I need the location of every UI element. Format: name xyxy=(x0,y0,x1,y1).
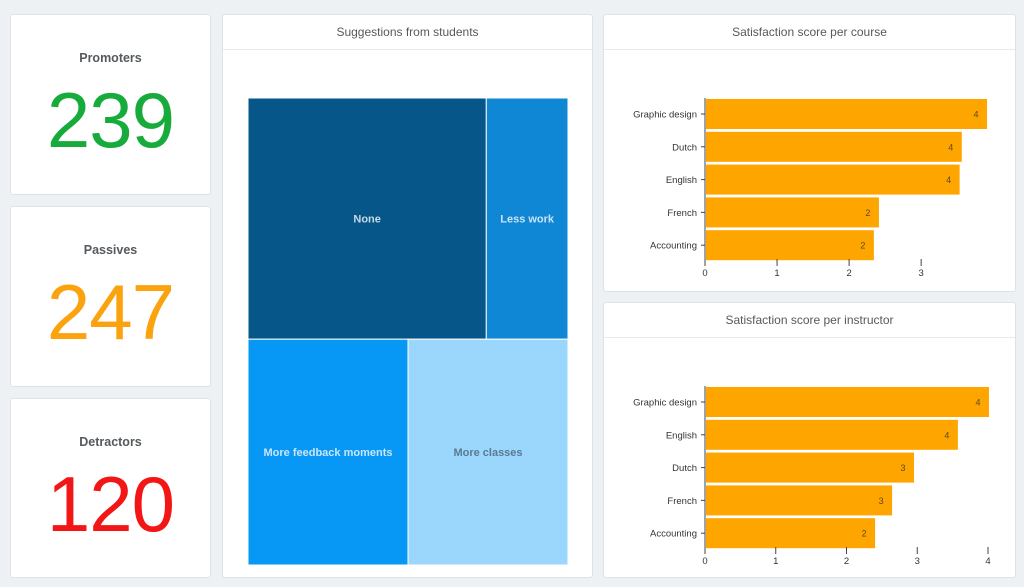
treemap-rect xyxy=(485,97,569,340)
course-bar-chart: Graphic design 4 Dutch 4 English 4 French 2 Acco… xyxy=(633,98,987,279)
bar-accounting[interactable] xyxy=(706,230,874,261)
bar-dutch[interactable] xyxy=(706,131,962,162)
x-tick-label: 2 xyxy=(846,268,851,279)
suggestions-card: Suggestions from students None Less work M… xyxy=(222,14,593,578)
treemap-rect xyxy=(407,338,569,566)
y-tick-label: French xyxy=(667,496,697,507)
instructor-score-card: Satisfaction score per instructor Graphi… xyxy=(603,302,1016,578)
y-tick-label: Graphic design xyxy=(633,110,697,121)
kpi-value: 239 xyxy=(46,76,175,164)
bar-data-label: 4 xyxy=(973,110,978,120)
treemap-label: None xyxy=(353,214,381,226)
bar-english[interactable] xyxy=(706,164,960,195)
instructor-bar-chart: Graphic design 4 English 4 Dutch 3 French 3 Acco… xyxy=(633,386,991,567)
bar-data-label: 4 xyxy=(948,142,953,152)
x-tick-label: 3 xyxy=(915,556,920,567)
bar-data-label: 4 xyxy=(975,398,980,408)
bar-french[interactable] xyxy=(706,485,893,516)
y-tick-label: French xyxy=(667,208,697,219)
y-tick-label: Accounting xyxy=(650,529,697,540)
bar-data-label: 2 xyxy=(862,529,867,539)
x-tick-label: 1 xyxy=(774,268,779,279)
x-tick-label: 3 xyxy=(919,268,924,279)
x-tick-label: 0 xyxy=(702,556,707,567)
kpi-label: Passives xyxy=(83,243,138,257)
treemap-rect xyxy=(247,97,487,340)
treemap-cell-none[interactable]: None xyxy=(247,97,487,340)
y-tick-label: Graphic design xyxy=(633,398,697,409)
bar-graphic-design[interactable] xyxy=(706,387,989,417)
bar-data-label: 4 xyxy=(946,175,951,185)
bar-data-label: 4 xyxy=(944,430,949,440)
kpi-card-passives: Passives 247 xyxy=(10,206,211,387)
y-tick-label: English xyxy=(666,175,697,186)
treemap-label: Less work xyxy=(500,214,555,226)
treemap-label: More classes xyxy=(453,447,522,459)
card-title: Satisfaction score per instructor xyxy=(604,303,1015,338)
x-tick-label: 1 xyxy=(773,556,778,567)
y-tick-label: Dutch xyxy=(672,142,697,153)
y-tick-label: English xyxy=(666,430,697,441)
bar-dutch[interactable] xyxy=(706,452,915,483)
kpi-card-detractors: Detractors 120 xyxy=(10,398,211,578)
x-tick-label: 4 xyxy=(985,556,990,567)
bar-data-label: 3 xyxy=(900,463,905,473)
treemap-cell-more-classes[interactable]: More classes xyxy=(407,338,569,566)
y-tick-label: Dutch xyxy=(672,463,697,474)
kpi-value: 247 xyxy=(46,268,175,356)
bar-data-label: 2 xyxy=(860,241,865,251)
kpi-label: Detractors xyxy=(79,435,142,449)
bar-accounting[interactable] xyxy=(706,518,876,549)
y-tick-label: Accounting xyxy=(650,241,697,252)
card-title: Suggestions from students xyxy=(223,15,592,50)
card-title: Satisfaction score per course xyxy=(604,15,1015,50)
treemap-chart: None Less work More feedback moments More c… xyxy=(247,97,569,566)
treemap-cell-more-feedback-moments[interactable]: More feedback moments xyxy=(247,338,409,566)
x-tick-label: 2 xyxy=(844,556,849,567)
kpi-label: Promoters xyxy=(79,51,142,65)
treemap-label: More feedback moments xyxy=(264,447,393,459)
course-score-card: Satisfaction score per course Graphic de… xyxy=(603,14,1016,292)
kpi-card-promoters: Promoters 239 xyxy=(10,14,211,195)
x-tick-label: 0 xyxy=(702,268,707,279)
bar-graphic-design[interactable] xyxy=(706,99,987,129)
bar-data-label: 3 xyxy=(879,496,884,506)
bar-data-label: 2 xyxy=(865,208,870,218)
bar-french[interactable] xyxy=(706,197,879,228)
treemap-cell-less-work[interactable]: Less work xyxy=(485,97,569,340)
kpi-value: 120 xyxy=(46,460,175,548)
treemap-rect xyxy=(247,338,409,566)
bar-english[interactable] xyxy=(706,419,958,450)
